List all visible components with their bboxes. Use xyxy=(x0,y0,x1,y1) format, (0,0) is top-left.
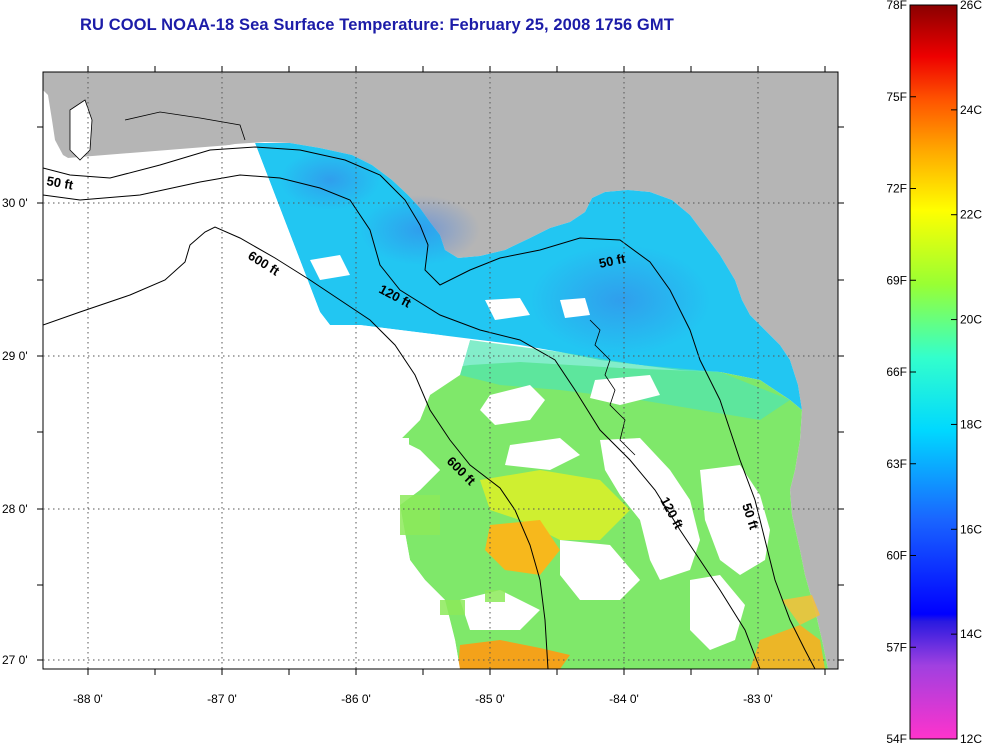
lat-label: 30 0' xyxy=(2,196,28,210)
colorbar-celsius-label: 20C xyxy=(960,313,982,327)
map-title: RU COOL NOAA-18 Sea Surface Temperature:… xyxy=(80,16,674,34)
sst-warm-patch xyxy=(485,520,560,575)
lat-label: 27 0' xyxy=(2,653,28,667)
mobile-bay xyxy=(70,100,92,160)
colorbar-celsius-label: 26C xyxy=(960,0,982,12)
colorbar-fahrenheit-label: 69F xyxy=(886,273,907,287)
colorbar-celsius-label: 22C xyxy=(960,208,982,222)
land xyxy=(43,72,838,669)
colorbar-fahrenheit-label: 66F xyxy=(886,365,907,379)
colorbar-celsius-label: 24C xyxy=(960,103,982,117)
colorbar: 26C 24C 22C 20C 18C 16C 14C 12C 78F 75F 72F 69F 66F… xyxy=(886,0,982,746)
colorbar-celsius-label: 12C xyxy=(960,732,982,746)
axis-ticks xyxy=(37,66,844,675)
colorbar-fahrenheit-label: 57F xyxy=(886,640,907,654)
contour-label-50ft: 50 ft xyxy=(45,173,75,193)
colorbar-gradient xyxy=(909,4,958,740)
lon-label: -83 0' xyxy=(743,692,773,706)
lon-label: -85 0' xyxy=(475,692,505,706)
lat-label: 28 0' xyxy=(2,502,28,516)
colorbar-fahrenheit-label: 72F xyxy=(886,182,907,196)
colorbar-fahrenheit-label: 63F xyxy=(886,457,907,471)
colorbar-fahrenheit-label: 78F xyxy=(886,0,907,12)
colorbar-celsius-label: 14C xyxy=(960,627,982,641)
lat-label: 29 0' xyxy=(2,349,28,363)
lon-label: -87 0' xyxy=(207,692,237,706)
lon-label: -84 0' xyxy=(609,692,639,706)
colorbar-celsius-label: 18C xyxy=(960,417,982,431)
lon-label: -88 0' xyxy=(73,692,103,706)
colorbar-fahrenheit-label: 54F xyxy=(886,732,907,746)
colorbar-fahrenheit-label: 60F xyxy=(886,549,907,563)
lon-label: -86 0' xyxy=(341,692,371,706)
colorbar-fahrenheit-label: 75F xyxy=(886,90,907,104)
colorbar-celsius-label: 16C xyxy=(960,522,982,536)
contour-label-50ft: 50 ft xyxy=(598,251,628,271)
depth-contours xyxy=(43,146,816,669)
